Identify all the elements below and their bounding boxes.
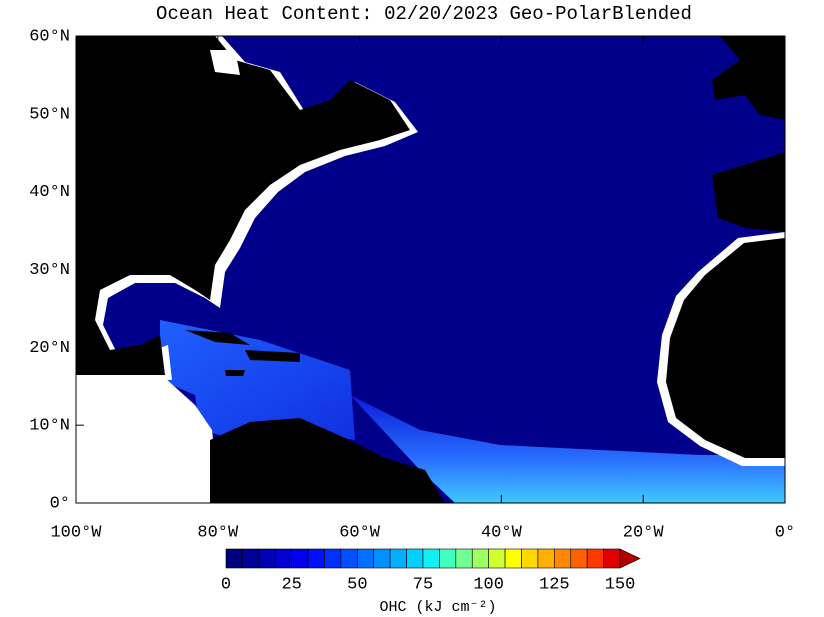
colorbar-swatch [504, 548, 522, 569]
colorbar-swatch [357, 548, 375, 569]
colorbar-swatch [389, 548, 407, 569]
colorbar-tick-label: 150 [605, 575, 636, 594]
colorbar-swatch [537, 548, 555, 569]
colorbar-arrow [619, 548, 641, 569]
y-tick-label: 10°N [29, 417, 70, 436]
no-data [76, 375, 220, 503]
x-tick-label: 0° [775, 523, 795, 542]
south-america [210, 418, 445, 503]
colorbar-swatch [406, 548, 424, 569]
colorbar: 0 25 50 75 100 125 150 [221, 548, 641, 594]
europe-north [712, 36, 785, 120]
colorbar-swatch [340, 548, 358, 569]
y-tick-label: 40°N [29, 183, 70, 202]
colorbar-swatch [373, 548, 391, 569]
colorbar-swatch [274, 548, 292, 569]
y-tick-label: 60°N [29, 27, 70, 46]
y-tick-label: 50°N [29, 105, 70, 124]
map-area [75, 35, 786, 504]
africa [666, 238, 785, 458]
colorbar-swatch [422, 548, 440, 569]
y-tick-label: 0° [50, 494, 70, 513]
north-america [76, 36, 410, 375]
colorbar-swatch [554, 548, 572, 569]
colorbar-swatch [242, 548, 260, 569]
colorbar-tick-label: 125 [539, 575, 570, 594]
colorbar-swatch [455, 548, 473, 569]
x-tick-label: 40°W [481, 523, 523, 542]
y-tick-label: 20°N [29, 339, 70, 358]
y-tick-label: 30°N [29, 261, 70, 280]
map-title: Ocean Heat Content: 02/20/2023 Geo-Polar… [156, 3, 692, 25]
x-tick-label: 80°W [197, 523, 239, 542]
colorbar-swatch [291, 548, 309, 569]
colorbar-swatch [324, 548, 342, 569]
colorbar-swatch [439, 548, 457, 569]
colorbar-swatch [258, 548, 276, 569]
no-data [210, 50, 240, 75]
colorbar-swatch [521, 548, 539, 569]
warm-equatorial [350, 395, 785, 503]
colorbar-swatch [586, 548, 604, 569]
colorbar-tick-label: 50 [347, 575, 367, 594]
caribbean-islands [185, 330, 300, 376]
colorbar-swatch [488, 548, 506, 569]
colorbar-tick-label: 75 [413, 575, 433, 594]
colorbar-tick-label: 0 [221, 575, 231, 594]
colorbar-label: OHC (kJ cm⁻²) [379, 599, 496, 616]
x-tick-label: 20°W [623, 523, 665, 542]
warm-caribbean [160, 320, 355, 440]
colorbar-swatch [570, 548, 588, 569]
iberia [712, 152, 785, 232]
colorbar-swatch [603, 548, 621, 569]
colorbar-tick-label: 25 [281, 575, 301, 594]
colorbar-swatch [471, 548, 489, 569]
x-tick-label: 60°W [339, 523, 381, 542]
colorbar-swatch [225, 548, 243, 569]
colorbar-tick-label: 100 [473, 575, 504, 594]
colorbar-swatch [307, 548, 325, 569]
x-tick-label: 100°W [50, 523, 102, 542]
